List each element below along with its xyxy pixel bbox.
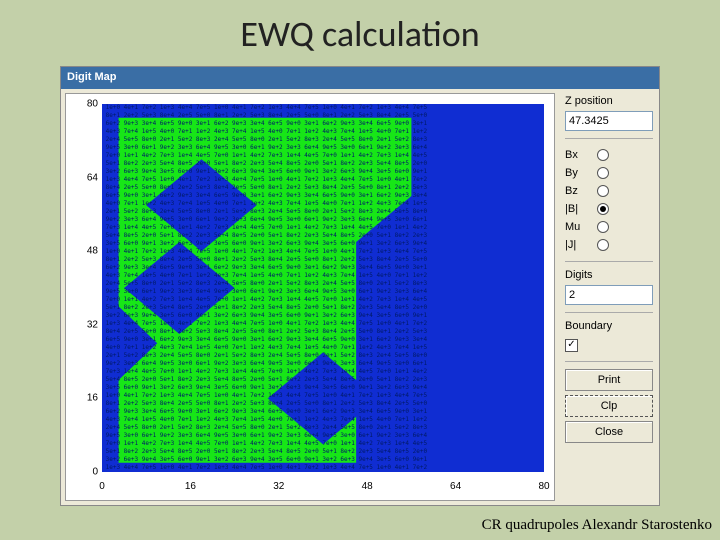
- footer: CR quadrupoles Alexandr Starostenko: [482, 517, 712, 534]
- y-tick: 64: [72, 172, 98, 183]
- radio-row-mu[interactable]: Mu: [565, 218, 653, 236]
- radio-label-bx: Bx: [565, 149, 593, 161]
- footer-left: CR quadrupoles: [482, 517, 579, 533]
- radio-label-by: By: [565, 167, 593, 179]
- divider: [565, 361, 653, 362]
- footer-right: Alexandr Starostenko: [582, 517, 712, 533]
- radio-by[interactable]: [597, 167, 609, 179]
- digits-label: Digits: [565, 269, 653, 281]
- y-tick: 0: [72, 467, 98, 478]
- digit-map-window: Digit Map 1e+0 4e+1 7e+2 1e+3 4e+4 7e+5 …: [60, 66, 660, 506]
- axes: 1e+0 4e+1 7e+2 1e+3 4e+4 7e+5 1e+0 4e+1 …: [102, 104, 544, 472]
- radio-bz[interactable]: [597, 185, 609, 197]
- divider: [565, 261, 653, 262]
- close-button[interactable]: Close: [565, 421, 653, 443]
- window-client: 1e+0 4e+1 7e+2 1e+3 4e+4 7e+5 1e+0 4e+1 …: [61, 89, 659, 505]
- radio-row-jmag[interactable]: |J|: [565, 236, 653, 254]
- zpos-input[interactable]: [565, 111, 653, 131]
- radio-label-bz: Bz: [565, 185, 593, 197]
- clp-button[interactable]: Clp: [565, 395, 653, 417]
- radio-jmag[interactable]: [597, 239, 609, 251]
- divider: [565, 138, 653, 139]
- radio-label-bmag: |B|: [565, 203, 593, 215]
- radio-row-by[interactable]: By: [565, 164, 653, 182]
- print-button[interactable]: Print: [565, 369, 653, 391]
- boundary-label: Boundary: [565, 320, 653, 332]
- x-tick: 16: [185, 481, 196, 492]
- radio-bx[interactable]: [597, 149, 609, 161]
- x-tick: 64: [450, 481, 461, 492]
- radio-row-bx[interactable]: Bx: [565, 146, 653, 164]
- x-tick: 80: [538, 481, 549, 492]
- y-tick: 48: [72, 246, 98, 257]
- sidebar: Z position Bx By Bz |B| Mu |J| Digits Boundar…: [559, 89, 659, 505]
- radio-row-bz[interactable]: Bz: [565, 182, 653, 200]
- x-tick: 0: [99, 481, 105, 492]
- x-tick: 48: [362, 481, 373, 492]
- plot-area: 1e+0 4e+1 7e+2 1e+3 4e+4 7e+5 1e+0 4e+1 …: [65, 93, 555, 501]
- y-tick: 32: [72, 319, 98, 330]
- radio-mu[interactable]: [597, 221, 609, 233]
- radio-row-bmag[interactable]: |B|: [565, 200, 653, 218]
- y-tick: 80: [72, 99, 98, 110]
- zpos-label: Z position: [565, 95, 653, 107]
- radio-bmag[interactable]: [597, 203, 609, 215]
- slide-title: EWQ calculation: [0, 0, 720, 64]
- radio-label-jmag: |J|: [565, 239, 593, 251]
- x-tick: 32: [273, 481, 284, 492]
- window-titlebar: Digit Map: [61, 67, 659, 89]
- boundary-checkbox[interactable]: ✓: [565, 339, 578, 352]
- heatmap: [102, 104, 544, 472]
- y-tick: 16: [72, 393, 98, 404]
- radio-label-mu: Mu: [565, 221, 593, 233]
- divider: [565, 312, 653, 313]
- digits-input[interactable]: [565, 285, 653, 305]
